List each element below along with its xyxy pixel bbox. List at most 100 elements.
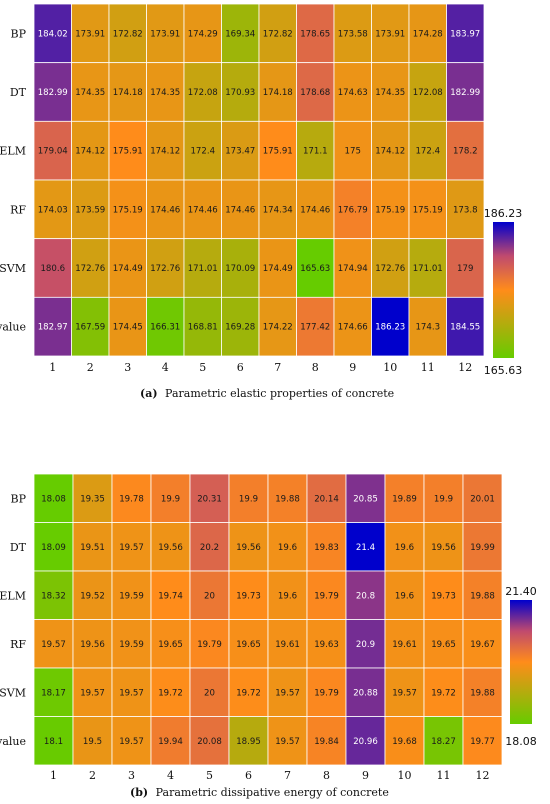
heatmap-a-cell xyxy=(108,179,147,240)
heatmap-a-cell-value: 173.47 xyxy=(225,147,255,157)
heatmap-a-cell xyxy=(446,296,485,357)
heatmap-a-column-label: 9 xyxy=(349,361,356,374)
heatmap-b-cell-value: 19.83 xyxy=(314,543,339,553)
heatmap-a-cell-value: 172.08 xyxy=(413,88,443,98)
heatmap-b-cell xyxy=(150,619,191,669)
heatmap-a-cell-value: 179 xyxy=(457,264,473,274)
heatmap-b-column-labels: 1 2 3 4 5 6 7 8 9 10 11 12 xyxy=(50,769,490,782)
heatmap-b-cell xyxy=(267,522,308,572)
heatmap-a-row-label: RF xyxy=(10,203,26,216)
heatmap-b-column-label: 8 xyxy=(323,769,330,782)
heatmap-a-cell-value: 182.99 xyxy=(38,88,68,98)
heatmap-a-cell-value: 174.29 xyxy=(188,29,218,39)
heatmap-a-cell xyxy=(258,62,297,122)
heatmap-b-cell-value: 20 xyxy=(204,591,215,601)
heatmap-a-cell-value: 170.09 xyxy=(225,264,255,274)
heatmap-b-cell-value: 20.31 xyxy=(197,494,222,504)
heatmap-panel-a: 184.02 173.91 172.82 173.91 174.29 169.34 172.… xyxy=(0,3,523,400)
heatmap-a-cell-value: 171.1 xyxy=(303,147,328,157)
heatmap-a-cell-value: 174.49 xyxy=(263,264,293,274)
heatmap-a-cell-value: 173.59 xyxy=(75,205,105,215)
heatmap-b-cell-value: 18.08 xyxy=(41,494,66,504)
heatmap-a-column-labels: 1 2 3 4 5 6 7 8 9 10 11 12 xyxy=(49,361,472,374)
heatmap-a-cell-value: 174.18 xyxy=(263,88,293,98)
heatmap-b-cell-value: 19.9 xyxy=(434,494,453,504)
colorbar-a-max-label: 186.23 xyxy=(484,207,523,220)
heatmap-b-cell-value: 19.67 xyxy=(470,640,495,650)
heatmap-b-cell-value: 19.56 xyxy=(431,543,456,553)
heatmap-a-cell xyxy=(371,3,410,64)
heatmap-b-cell xyxy=(423,473,464,523)
heatmap-b-cell-value: 19.89 xyxy=(392,494,417,504)
heatmap-a-cell xyxy=(33,179,72,240)
heatmap-a-cell xyxy=(446,62,485,122)
heatmap-a-cell xyxy=(71,3,110,64)
heatmap-b-column-label: 3 xyxy=(128,769,135,782)
heatmap-b-cell xyxy=(462,716,503,766)
heatmap-a-cell xyxy=(146,120,185,181)
heatmap-b-cell-value: 19.9 xyxy=(239,494,258,504)
heatmap-a-cell xyxy=(221,296,260,357)
heatmap-a-cell-value: 173.58 xyxy=(338,29,368,39)
heatmap-a-cell-value: 183.97 xyxy=(450,29,480,39)
heatmap-a-cell xyxy=(183,62,222,122)
heatmap-a-cell-value: 179.04 xyxy=(38,147,68,157)
heatmap-a-cell-value: 184.55 xyxy=(450,323,480,333)
heatmap-b-cell xyxy=(423,667,464,717)
heatmap-b-cell-value: 19.51 xyxy=(80,543,105,553)
heatmap-a-cell-value: 172.82 xyxy=(113,29,143,39)
heatmap-b-cell-value: 19.6 xyxy=(395,591,414,601)
heatmap-b-cell-value: 19.6 xyxy=(278,591,297,601)
heatmap-a-cell xyxy=(446,3,485,64)
colorbar-a xyxy=(493,222,514,358)
heatmap-a-cell xyxy=(33,296,72,357)
heatmap-a-cell xyxy=(221,3,260,64)
heatmap-b-cell-value: 19.35 xyxy=(80,494,105,504)
heatmap-a-cell-value: 174.12 xyxy=(150,147,180,157)
caption-a-label: (a) xyxy=(140,387,158,400)
heatmap-a-column-label: 2 xyxy=(87,361,94,374)
heatmap-a-cell xyxy=(333,62,372,122)
heatmap-b-cell xyxy=(150,570,191,620)
heatmap-b-cell-value: 18.1 xyxy=(44,737,63,747)
heatmap-b-cell xyxy=(384,716,425,766)
heatmap-b-row-label: DT xyxy=(10,541,27,554)
heatmap-b-column-label: 6 xyxy=(245,769,252,782)
heatmap-a-cell-value: 172.76 xyxy=(375,264,405,274)
heatmap-b-column-label: 11 xyxy=(437,769,451,782)
heatmap-a-cell xyxy=(446,179,485,240)
heatmap-a-cell-value: 178.2 xyxy=(453,147,478,157)
heatmap-b-cell xyxy=(306,619,347,669)
heatmap-a-cell-value: 177.42 xyxy=(300,323,330,333)
heatmap-b-cell-value: 19.57 xyxy=(41,640,66,650)
heatmap-a-column-label: 11 xyxy=(421,361,435,374)
heatmap-b-cell xyxy=(384,473,425,523)
heatmap-b-cell xyxy=(111,522,152,572)
heatmap-a-cell-value: 175 xyxy=(345,147,361,157)
heatmap-a-cell xyxy=(296,3,335,64)
heatmap-a-cell xyxy=(258,238,297,298)
heatmap-b-cell-value: 19.61 xyxy=(275,640,300,650)
heatmap-b-cell xyxy=(306,570,347,620)
heatmap-b-cell-value: 19.78 xyxy=(119,494,144,504)
heatmap-a-cell xyxy=(33,120,72,181)
heatmap-b-cell-value: 19.79 xyxy=(314,591,339,601)
heatmap-b-cell-value: 19.73 xyxy=(236,591,261,601)
heatmap-b-cell-value: 20.14 xyxy=(314,494,339,504)
heatmap-b-cell xyxy=(228,473,269,523)
heatmap-a-cell-value: 174.18 xyxy=(113,88,143,98)
heatmap-b-cell-value: 19.57 xyxy=(392,688,417,698)
heatmap-a-cell-value: 166.31 xyxy=(150,323,180,333)
heatmap-a-cells: 184.02 173.91 172.82 173.91 174.29 169.34 172.… xyxy=(33,3,485,357)
heatmap-a-cell xyxy=(146,179,185,240)
heatmap-a-cell-value: 169.28 xyxy=(225,323,255,333)
heatmap-b-cell xyxy=(150,667,191,717)
heatmap-a-column-label: 7 xyxy=(274,361,281,374)
heatmap-a-cell-value: 174.94 xyxy=(338,264,368,274)
heatmap-b-cell-value: 18.27 xyxy=(431,737,456,747)
heatmap-b-cell-value: 19.74 xyxy=(158,591,183,601)
heatmap-b-cell-value: 20.08 xyxy=(197,737,222,747)
heatmap-a-cell-value: 175.19 xyxy=(413,205,443,215)
heatmap-a-cell-value: 168.81 xyxy=(188,323,218,333)
heatmap-b-cell xyxy=(423,522,464,572)
